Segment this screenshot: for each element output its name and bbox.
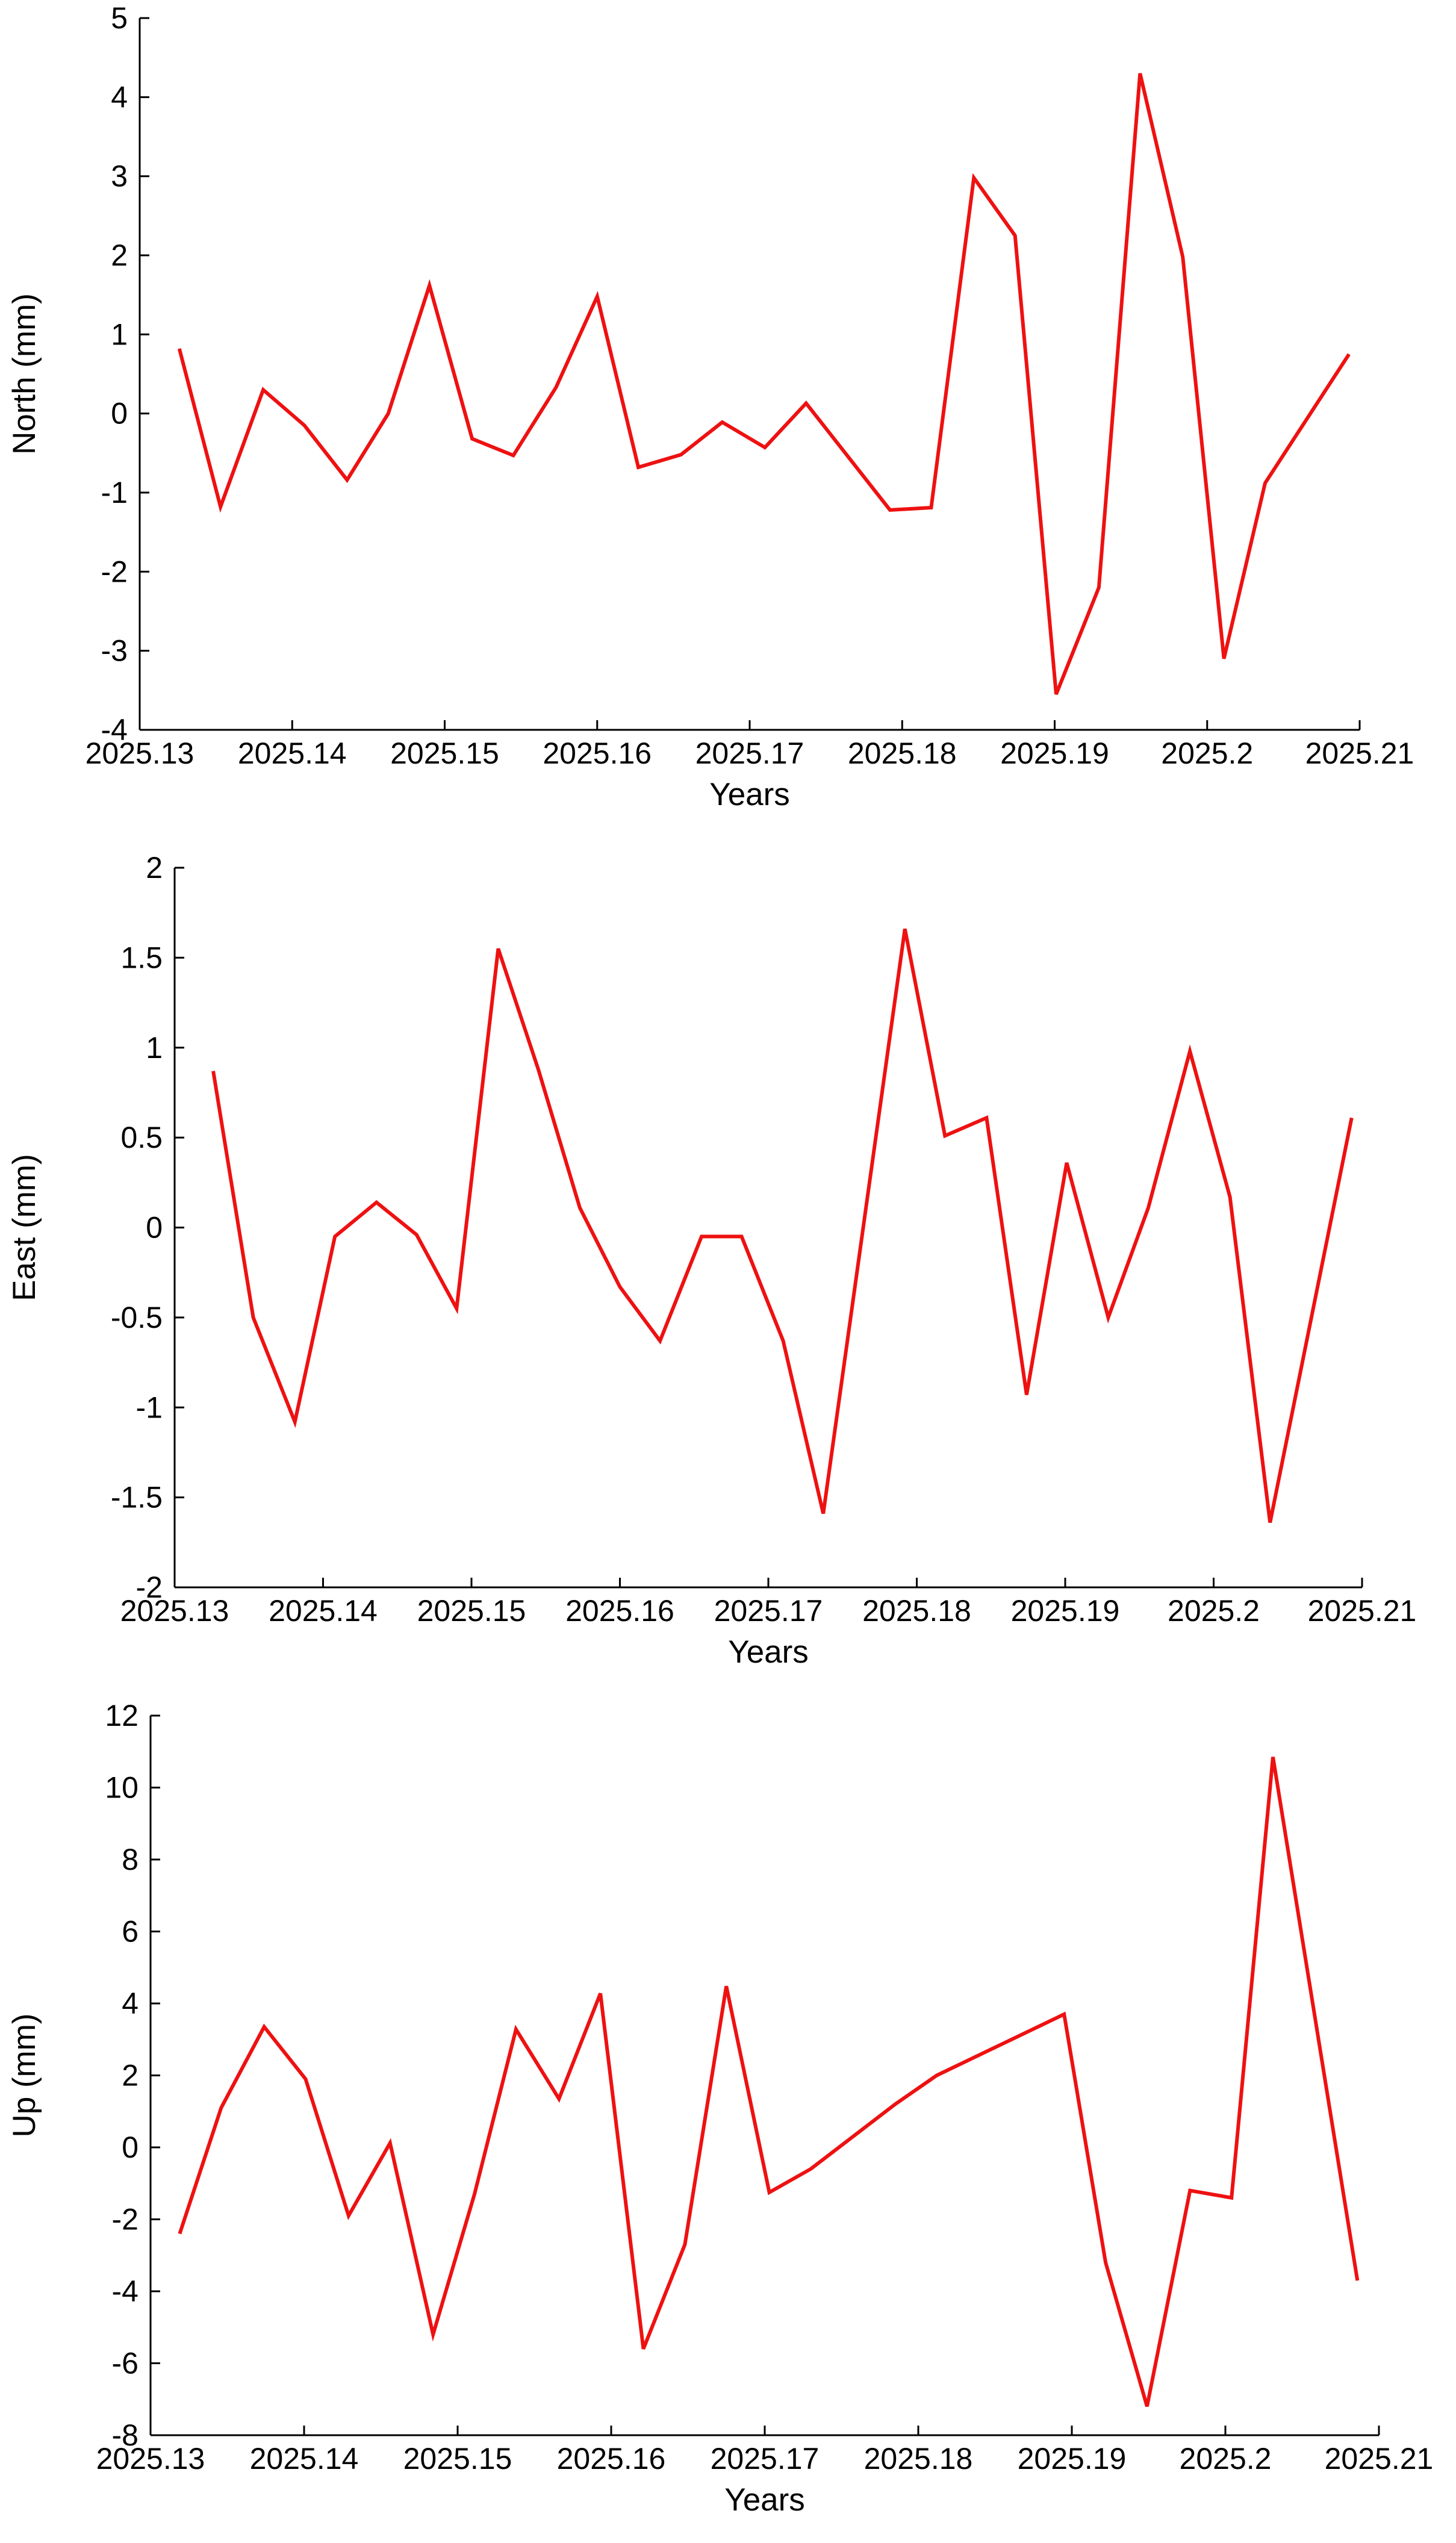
x-tick-label: 2025.21 xyxy=(1308,1594,1417,1628)
y-tick-label: -2 xyxy=(112,2203,138,2236)
x-tick-label: 2025.2 xyxy=(1168,1594,1260,1628)
chart-panel-2: 2025.13 2025.14 2025.15 2025.16 2025.17 2025.… xyxy=(7,851,1416,1670)
x-axis-label: Years xyxy=(728,1634,809,1670)
y-tick-label: 1 xyxy=(146,1031,163,1065)
x-tick-label: 2025.13 xyxy=(120,1594,229,1628)
x-tick-label: 2025.13 xyxy=(86,736,194,770)
y-tick-label: 1 xyxy=(111,317,128,351)
x-tick-label: 2025.18 xyxy=(864,2442,973,2476)
x-tick-label: 2025.2 xyxy=(1180,2442,1272,2476)
x-axis-label: Years xyxy=(709,777,790,812)
y-tick-label: -0.5 xyxy=(111,1301,163,1334)
y-tick-label: 0 xyxy=(122,2131,138,2164)
x-tick-label: 2025.14 xyxy=(269,1594,378,1628)
x-tick-label: 2025.15 xyxy=(403,2442,512,2476)
y-axis-label: Up (mm) xyxy=(7,2013,42,2137)
y-tick-label: -6 xyxy=(112,2347,138,2380)
x-tick-label: 2025.21 xyxy=(1325,2442,1434,2476)
series-line xyxy=(177,73,1351,696)
x-tick-label: 2025.16 xyxy=(557,2442,666,2476)
y-tick-label: -4 xyxy=(101,713,128,747)
chart-panel-1: 2025.13 2025.14 2025.15 2025.16 2025.17 2025.… xyxy=(7,1,1414,812)
y-tick-label: -2 xyxy=(101,555,128,588)
y-tick-label: -1 xyxy=(101,476,128,509)
y-tick-label: 2 xyxy=(146,851,163,885)
y-axis-label: North (mm) xyxy=(7,293,42,455)
chart-panel-3: 2025.13 2025.14 2025.15 2025.16 2025.17 2025.… xyxy=(7,1699,1433,2518)
y-tick-label: 12 xyxy=(105,1699,138,1732)
y-tick-label: 0 xyxy=(111,397,128,431)
y-tick-label: -8 xyxy=(112,2418,138,2452)
x-tick-label: 2025.15 xyxy=(417,1594,526,1628)
series-line xyxy=(178,1757,1360,2408)
y-tick-label: 6 xyxy=(122,1915,138,1949)
x-tick-label: 2025.19 xyxy=(1011,1594,1120,1628)
x-tick-label: 2025.16 xyxy=(543,736,652,770)
y-tick-label: 0.5 xyxy=(120,1121,163,1154)
y-tick-label: -1 xyxy=(136,1390,163,1424)
x-tick-label: 2025.19 xyxy=(1018,2442,1127,2476)
x-tick-label: 2025.14 xyxy=(238,736,347,770)
y-tick-label: -3 xyxy=(101,634,128,668)
y-tick-label: 10 xyxy=(105,1771,138,1805)
x-tick-label: 2025.15 xyxy=(390,736,499,770)
x-tick-label: 2025.18 xyxy=(848,736,957,770)
y-tick-label: 0 xyxy=(146,1211,163,1245)
y-tick-label: 4 xyxy=(111,80,128,114)
y-tick-label: -2 xyxy=(136,1570,163,1604)
x-tick-label: 2025.19 xyxy=(1000,736,1109,770)
x-axis-label: Years xyxy=(724,2482,805,2518)
y-tick-label: -1.5 xyxy=(111,1481,163,1514)
x-tick-label: 2025.17 xyxy=(714,1594,823,1628)
x-tick-label: 2025.17 xyxy=(711,2442,820,2476)
y-tick-label: 3 xyxy=(111,160,128,193)
y-tick-label: -4 xyxy=(112,2274,138,2308)
y-tick-label: 2 xyxy=(111,238,128,272)
x-tick-label: 2025.18 xyxy=(862,1594,971,1628)
y-tick-label: 4 xyxy=(122,1987,138,2020)
x-tick-label: 2025.21 xyxy=(1305,736,1414,770)
x-tick-label: 2025.2 xyxy=(1161,736,1253,770)
x-tick-label: 2025.17 xyxy=(695,736,804,770)
y-axis-label: East (mm) xyxy=(7,1154,42,1301)
series-line xyxy=(211,929,1354,1523)
x-tick-label: 2025.16 xyxy=(565,1594,674,1628)
x-tick-label: 2025.14 xyxy=(250,2442,359,2476)
y-tick-label: 8 xyxy=(122,1843,138,1876)
x-tick-label: 2025.13 xyxy=(96,2442,205,2476)
y-tick-label: 1.5 xyxy=(120,941,163,974)
y-tick-label: 2 xyxy=(122,2059,138,2093)
y-tick-label: 5 xyxy=(111,1,128,35)
